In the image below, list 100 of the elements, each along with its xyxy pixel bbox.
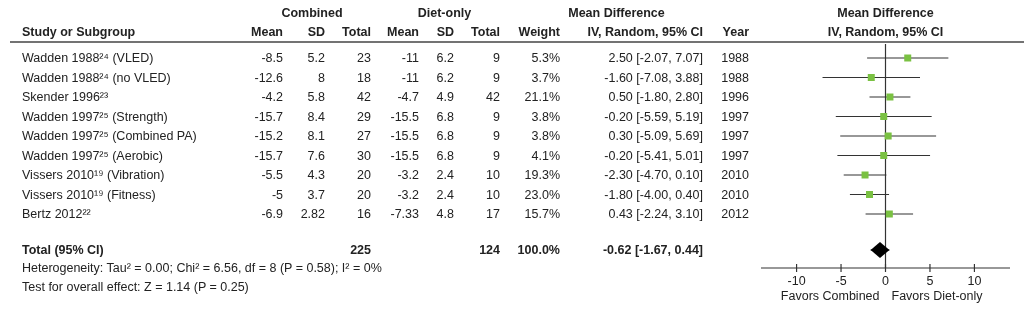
text: 17: [486, 207, 500, 221]
category-label: Mean: [387, 25, 419, 39]
text: -6.9: [261, 207, 283, 221]
text: -4.2: [261, 90, 283, 104]
text: 124: [479, 243, 500, 257]
text: -8.5: [261, 51, 283, 65]
category-label: SD: [436, 25, 454, 39]
text: 29: [357, 109, 371, 124]
x-tick-label: -10: [787, 274, 806, 288]
category-label: Study or Subgroup: [22, 25, 136, 39]
category-label: Wadden 1988²⁴ (no VLED): [22, 70, 171, 85]
chart-subtitle: IV, Random, 95% CI: [827, 25, 944, 39]
text: -15.5: [390, 148, 419, 163]
text: 30: [357, 148, 371, 163]
category-label: Weight: [518, 25, 561, 39]
text: 3.8%: [531, 129, 560, 143]
text: 27: [357, 129, 371, 143]
text: -1.80 [-4.00, 0.40]: [604, 187, 703, 202]
text: 4.1%: [531, 148, 560, 163]
text: 2.4: [436, 187, 454, 202]
category-label: Total: [471, 25, 500, 39]
text: 1997: [721, 148, 749, 163]
text: 23: [357, 51, 371, 65]
text: 100.0%: [517, 243, 560, 257]
category-label: Total (95% CI): [22, 243, 104, 257]
text: 5.8: [307, 90, 325, 104]
text: 9: [493, 51, 500, 65]
category-label: IV, Random, 95% CI: [587, 25, 703, 39]
text: 6.2: [436, 51, 454, 65]
text: 6.8: [436, 129, 454, 143]
text: 1997: [721, 129, 749, 143]
category-label: Wadden 1997²⁵ (Combined PA): [22, 129, 197, 143]
text: 1988: [721, 70, 749, 85]
text: 9: [493, 109, 500, 124]
text: 7.6: [307, 148, 325, 163]
text: 15.7%: [524, 207, 560, 221]
text: 225: [350, 243, 371, 257]
text: -2.30 [-4.70, 0.10]: [604, 168, 703, 182]
text: 3.7: [307, 187, 325, 202]
text: 21.1%: [524, 90, 560, 104]
text: 1997: [721, 109, 749, 124]
text: 23.0%: [524, 187, 560, 202]
category-label: Bertz 2012²²: [22, 207, 91, 221]
x-tick-label: 0: [882, 274, 890, 288]
text: 8: [318, 70, 325, 85]
text: 6.8: [436, 148, 454, 163]
text: -0.62 [-1.67, 0.44]: [602, 243, 703, 257]
text: 8.4: [307, 109, 325, 124]
text: Mean Difference: [568, 6, 665, 20]
text: 0.50 [-1.80, 2.80]: [608, 90, 703, 104]
text: -15.2: [254, 129, 283, 143]
text: -0.20 [-5.41, 5.01]: [604, 148, 703, 163]
text: 20: [357, 168, 371, 182]
category-label: Wadden 1997²⁵ (Aerobic): [22, 148, 163, 163]
text: 4.9: [436, 90, 454, 104]
text: -7.33: [390, 207, 419, 221]
x-tick-label: 5: [926, 274, 934, 288]
category-label: Vissers 2010¹⁹ (Fitness): [22, 187, 156, 202]
text: 3.7%: [531, 70, 560, 85]
text: -15.5: [390, 129, 419, 143]
text: 2.50 [-2.07, 7.07]: [608, 51, 703, 65]
text: 2010: [721, 168, 749, 182]
text: Diet-only: [417, 6, 472, 20]
text: -15.7: [254, 148, 283, 163]
category-label: Wadden 1997²⁵ (Strength): [22, 109, 168, 124]
text: 4.3: [307, 168, 325, 182]
text: 19.3%: [524, 168, 560, 182]
text: 1996: [721, 90, 749, 104]
text: 2010: [721, 187, 749, 202]
text: 20: [357, 187, 371, 202]
category-label: Mean: [251, 25, 283, 39]
text: 0.43 [-2.24, 3.10]: [608, 207, 703, 221]
text: Test for overall effect: Z = 1.14 (P = 0.25): [22, 280, 249, 294]
text: -11: [401, 51, 419, 65]
text: Favors Diet-only: [891, 289, 984, 303]
text: 4.8: [436, 207, 454, 221]
category-label: Vissers 2010¹⁹ (Vibration): [22, 168, 165, 182]
text: 5.3%: [531, 51, 560, 65]
text: 42: [486, 90, 500, 104]
text: -15.7: [254, 109, 283, 124]
text: 0.30 [-5.09, 5.69]: [608, 129, 703, 143]
category-label: Wadden 1988²⁴ (VLED): [22, 51, 154, 65]
text: 5.2: [307, 51, 325, 65]
text: 10: [486, 187, 500, 202]
text: 3.8%: [531, 109, 560, 124]
x-tick-label: 10: [967, 274, 982, 288]
text: -5: [271, 187, 283, 202]
text: -0.20 [-5.59, 5.19]: [604, 109, 703, 124]
text: -12.6: [254, 70, 283, 85]
category-label: Skender 1996²³: [22, 90, 109, 104]
text: 6.8: [436, 109, 454, 124]
text: -4.7: [397, 90, 419, 104]
text: Favors Combined: [780, 289, 880, 303]
text: 9: [493, 148, 500, 163]
text: 18: [357, 70, 371, 85]
text: 1988: [721, 51, 749, 65]
text: 9: [493, 129, 500, 143]
text: -1.60 [-7.08, 3.88]: [604, 70, 703, 85]
text: 2.82: [300, 207, 325, 221]
text: -11: [401, 70, 419, 85]
